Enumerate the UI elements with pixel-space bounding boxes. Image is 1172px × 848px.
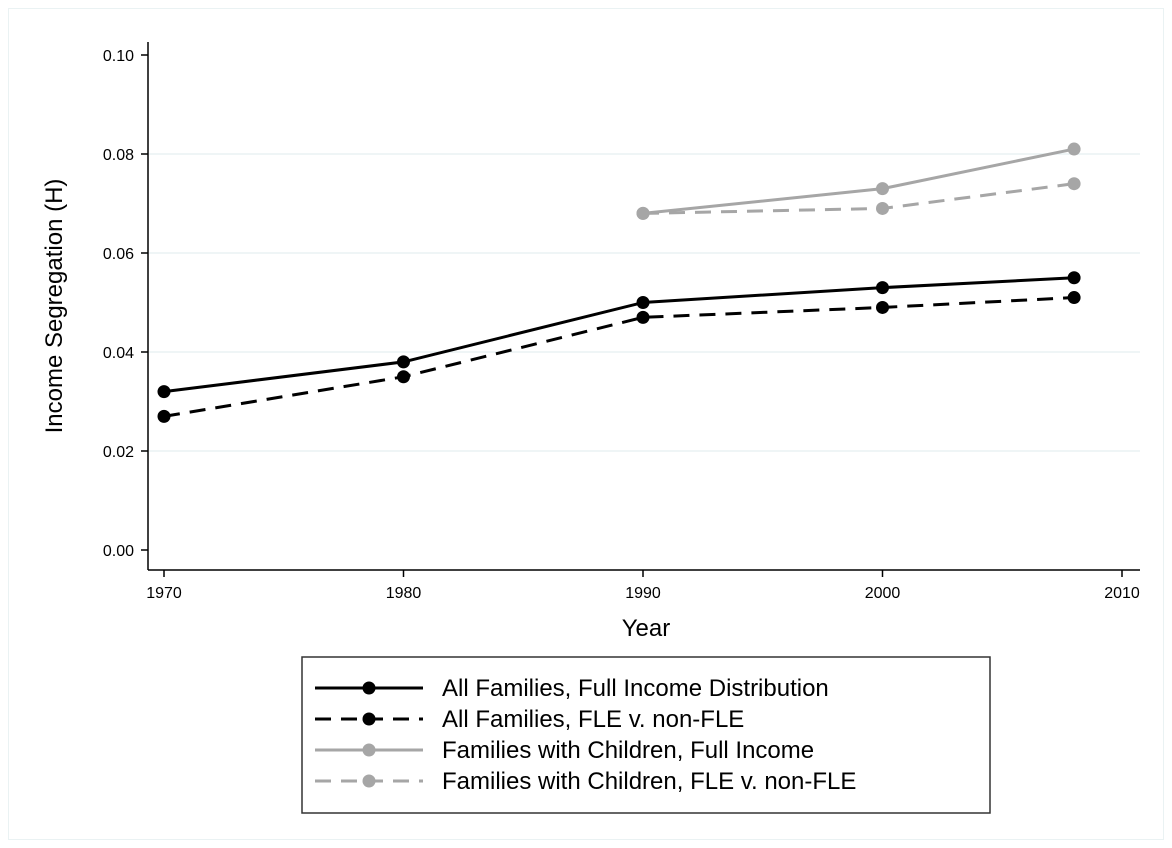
x-axis-title: Year: [622, 615, 671, 642]
y-tick-label: 0.06: [103, 246, 134, 263]
series-line: [642, 147, 1075, 215]
series-group: [157, 271, 1081, 399]
data-point: [397, 355, 410, 369]
gridlines: [149, 153, 1140, 452]
series-line: [163, 276, 1075, 394]
series-line: [642, 182, 1075, 215]
data-point: [1067, 142, 1081, 156]
legend-label: All Families, FLE v. non-FLE: [442, 706, 744, 733]
data-point: [157, 385, 171, 399]
data-point: [636, 206, 650, 220]
data-point: [1067, 271, 1081, 285]
series-group: [636, 177, 1081, 220]
data-point: [876, 182, 889, 196]
axes: [147, 42, 1140, 571]
legend-swatch-marker: [362, 712, 376, 726]
data-point: [636, 296, 650, 309]
series-group: [157, 291, 1081, 423]
series-line: [163, 296, 1075, 418]
data-point: [876, 300, 889, 314]
legend-swatch-marker: [362, 681, 376, 695]
data-point: [157, 409, 171, 423]
y-tick-label: 0.10: [103, 48, 134, 65]
legend-items: All Families, Full Income Distribution Al…: [315, 675, 856, 795]
data-point: [1067, 177, 1081, 191]
data-point: [397, 370, 410, 384]
x-tick-label: 2010: [1104, 585, 1140, 602]
data-point: [1067, 291, 1081, 305]
legend-label: Families with Children, Full Income: [442, 737, 814, 764]
x-tick-label: 1990: [625, 585, 661, 602]
y-tick-label: 0.00: [103, 543, 134, 560]
y-tick-label: 0.04: [103, 345, 134, 362]
y-tick-label: 0.02: [103, 444, 134, 461]
data-point: [876, 201, 889, 215]
data-point: [636, 310, 650, 324]
legend-box: [301, 656, 991, 814]
legend-swatch-marker: [362, 774, 376, 788]
legend: All Families, Full Income Distribution Al…: [301, 656, 991, 814]
legend-label: All Families, Full Income Distribution: [442, 675, 829, 702]
x-tick-label: 1970: [146, 585, 182, 602]
data-point: [876, 281, 889, 295]
legend-label: Families with Children, FLE v. non-FLE: [442, 768, 856, 795]
legend-swatch-marker: [362, 743, 376, 757]
ticks: 0.00 0.02 0.04 0.06 0.08 0.10 1970 1980 1990 2000…: [103, 48, 1140, 602]
series: [157, 142, 1081, 423]
x-tick-label: 1980: [386, 585, 422, 602]
y-axis-title: Income Segregation (H): [41, 179, 68, 434]
y-tick-label: 0.08: [103, 147, 134, 164]
x-tick-label: 2000: [865, 585, 901, 602]
